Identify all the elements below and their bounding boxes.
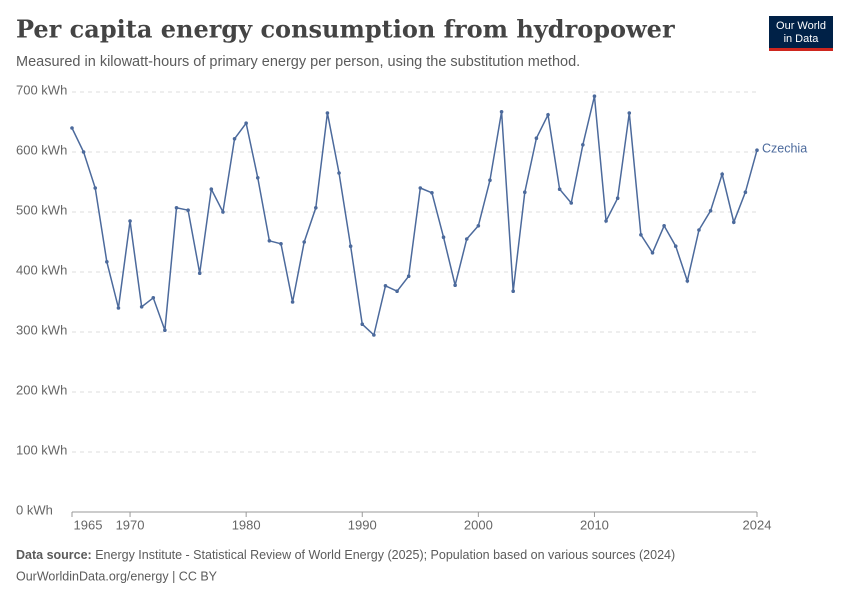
point bbox=[627, 111, 632, 115]
point bbox=[639, 233, 643, 237]
point bbox=[534, 136, 539, 140]
point bbox=[383, 284, 388, 288]
point bbox=[174, 206, 179, 210]
point bbox=[93, 186, 98, 190]
point bbox=[708, 209, 713, 213]
point bbox=[476, 224, 481, 228]
x-tick-label: 2000 bbox=[464, 517, 493, 532]
point bbox=[105, 260, 109, 264]
point bbox=[546, 113, 550, 117]
point bbox=[348, 244, 353, 248]
point bbox=[314, 206, 318, 210]
footer: OurWorldinData.org/energy | CC BY bbox=[16, 569, 218, 583]
y-tick-label: 700 kWh bbox=[16, 82, 67, 97]
point bbox=[488, 178, 492, 182]
point bbox=[441, 235, 446, 239]
point bbox=[499, 110, 504, 114]
y-tick-label: 200 kWh bbox=[16, 382, 67, 397]
x-tick-label: 2024 bbox=[743, 517, 772, 532]
y-tick-label: 400 kWh bbox=[16, 262, 67, 277]
point bbox=[685, 279, 690, 283]
point bbox=[453, 283, 457, 288]
point bbox=[128, 219, 132, 223]
source-text: Energy Institute - Statistical Review of… bbox=[95, 548, 675, 562]
point bbox=[650, 251, 655, 255]
chart-subtitle: Measured in kilowatt-hours of primary en… bbox=[16, 54, 580, 70]
point bbox=[232, 137, 237, 141]
point bbox=[360, 322, 365, 327]
point bbox=[615, 196, 620, 200]
point bbox=[662, 224, 666, 228]
x-tick-label: 1980 bbox=[232, 517, 261, 532]
point bbox=[569, 201, 574, 205]
point bbox=[418, 186, 423, 190]
x-tick-label: 1970 bbox=[116, 517, 145, 532]
point bbox=[720, 172, 724, 176]
series-line bbox=[71, 96, 758, 337]
logo-bar bbox=[769, 48, 833, 51]
point bbox=[673, 244, 678, 248]
logo-box bbox=[769, 16, 833, 50]
point bbox=[743, 190, 748, 194]
point bbox=[604, 219, 608, 223]
point bbox=[430, 191, 434, 195]
point bbox=[139, 305, 144, 309]
y-tick-label: 600 kWh bbox=[16, 142, 67, 157]
point bbox=[151, 296, 156, 300]
point bbox=[395, 289, 399, 294]
point bbox=[267, 239, 272, 243]
point bbox=[163, 328, 167, 333]
series-label: Czechia bbox=[762, 141, 807, 155]
logo-text: Our World bbox=[776, 20, 826, 32]
point bbox=[70, 126, 74, 130]
y-tick-label: 500 kWh bbox=[16, 202, 67, 217]
x-tick-label: 1965 bbox=[74, 517, 103, 532]
point bbox=[197, 271, 202, 276]
point bbox=[697, 228, 701, 232]
y-tick-label: 0 kWh bbox=[16, 502, 53, 517]
point bbox=[186, 208, 190, 212]
chart-title: Per capita energy consumption from hydro… bbox=[16, 15, 675, 44]
x-tick-label: 1990 bbox=[348, 517, 377, 532]
logo-text: in Data bbox=[784, 33, 820, 45]
point bbox=[302, 240, 307, 244]
point bbox=[116, 306, 121, 310]
source-label: Data source: bbox=[16, 548, 92, 562]
point bbox=[372, 333, 376, 337]
point bbox=[209, 187, 214, 191]
point bbox=[290, 300, 295, 304]
point bbox=[81, 150, 86, 154]
point bbox=[279, 242, 283, 246]
point bbox=[244, 121, 248, 125]
point bbox=[581, 143, 585, 147]
point bbox=[221, 210, 225, 214]
logo: Our World in Data bbox=[769, 16, 833, 51]
y-tick-label: 300 kWh bbox=[16, 322, 67, 337]
y-tick-label: 100 kWh bbox=[16, 442, 67, 457]
point bbox=[464, 237, 469, 241]
source: Data source: Energy Institute - Statisti… bbox=[16, 548, 675, 562]
point bbox=[406, 274, 411, 279]
x-tick-label: 2010 bbox=[580, 517, 609, 532]
point bbox=[325, 111, 330, 115]
point bbox=[755, 148, 759, 152]
point bbox=[522, 190, 527, 194]
point bbox=[731, 220, 736, 224]
point bbox=[511, 289, 515, 294]
point bbox=[337, 171, 341, 175]
point bbox=[592, 94, 597, 98]
point bbox=[255, 176, 260, 180]
point bbox=[557, 187, 562, 191]
